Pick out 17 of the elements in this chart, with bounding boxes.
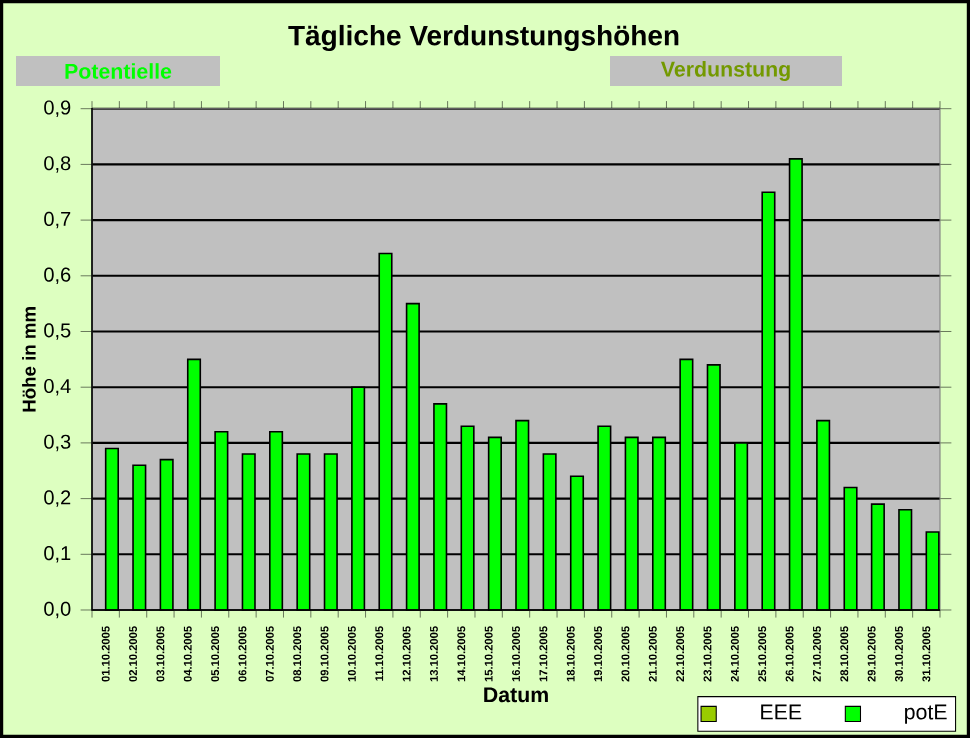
y-tick-label: 0,6 — [44, 267, 71, 285]
y-tick-label: 0,1 — [44, 546, 71, 563]
y-axis-title: Höhe in mm — [22, 307, 36, 412]
chart-title: Tägliche Verdunstungshöhen — [288, 24, 679, 52]
y-tick-label: 0,3 — [44, 434, 71, 452]
y-tick-label: 0,2 — [44, 490, 71, 507]
legend-label: potE — [905, 704, 947, 724]
x-axis-title: Datum — [484, 687, 548, 703]
y-tick-label: 0,5 — [44, 323, 71, 340]
y-tick-label: 0,9 — [44, 100, 71, 117]
text: Potentielle — [65, 63, 172, 79]
y-tick-label: 0,4 — [44, 378, 71, 396]
legend-label: EEE — [761, 704, 802, 720]
y-tick-label: 0,8 — [44, 156, 71, 173]
y-tick-label: 0,0 — [44, 601, 71, 619]
text: Verdunstung — [660, 60, 790, 81]
y-tick-label: 0,7 — [44, 211, 71, 229]
